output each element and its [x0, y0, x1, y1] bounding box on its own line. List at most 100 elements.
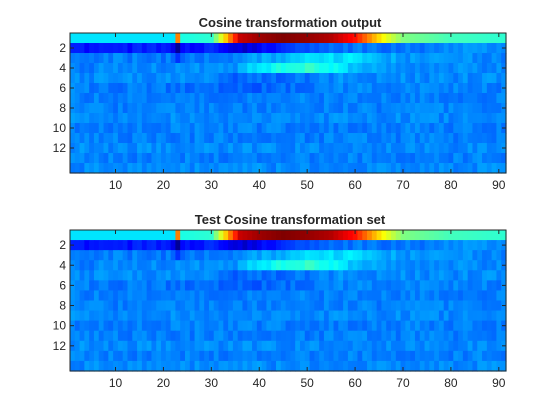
heatmap-cell-bottom-r11-c52 [314, 330, 320, 342]
heatmap-cell-top-r4-c75 [424, 63, 430, 74]
heatmap-cell-top-r2-c70 [400, 43, 406, 54]
heatmap-cell-bottom-r1-c68 [391, 230, 397, 241]
heatmap-cell-bottom-r5-c13 [127, 270, 133, 281]
heatmap-cell-bottom-r4-c38 [247, 260, 253, 271]
heatmap-cell-bottom-r11-c56 [333, 330, 339, 342]
heatmap-cell-bottom-r13-c19 [156, 350, 162, 362]
heatmap-cell-top-r6-c43 [271, 83, 277, 94]
heatmap-cell-bottom-r9-c91 [501, 310, 507, 322]
heatmap-cell-top-r4-c71 [405, 63, 411, 74]
heatmap-cell-top-r9-c14 [132, 113, 138, 124]
heatmap-cell-top-r14-c55 [328, 163, 335, 174]
heatmap-cell-bottom-r4-c31 [213, 260, 220, 271]
heatmap-cell-top-r12-c60 [352, 143, 359, 154]
heatmap-cell-bottom-r8-c30 [208, 300, 215, 312]
heatmap-cell-top-r5-c17 [146, 73, 153, 84]
heatmap-cell-top-r1-c32 [218, 33, 224, 44]
heatmap-cell-bottom-r7-c55 [328, 290, 335, 302]
heatmap-cell-bottom-r9-c2 [74, 310, 81, 322]
heatmap-cell-top-r5-c74 [419, 73, 426, 84]
heatmap-cell-top-r8-c77 [434, 103, 440, 114]
heatmap-cell-top-r9-c77 [434, 113, 440, 124]
heatmap-cell-bottom-r4-c88 [486, 260, 493, 271]
heatmap-cell-bottom-r12-c10 [113, 340, 119, 352]
heatmap-cell-bottom-r14-c39 [252, 360, 258, 372]
heatmap-cell-bottom-r3-c60 [352, 250, 359, 261]
heatmap-cell-top-r12-c45 [280, 143, 287, 154]
heatmap-cell-top-r11-c59 [347, 133, 354, 144]
heatmap-cell-top-r6-c51 [309, 83, 315, 94]
heatmap-cell-bottom-r10-c75 [424, 320, 430, 332]
heatmap-cell-top-r5-c41 [261, 73, 268, 84]
heatmap-cell-bottom-r3-c59 [347, 250, 354, 261]
heatmap-cell-top-r7-c51 [309, 93, 315, 104]
heatmap-cell-top-r7-c40 [256, 93, 263, 104]
heatmap-cell-top-r1-c80 [448, 33, 454, 44]
heatmap-cell-bottom-r7-c50 [304, 290, 311, 302]
heatmap-cell-bottom-r3-c12 [122, 250, 129, 261]
heatmap-cell-top-r2-c74 [419, 43, 426, 54]
heatmap-cell-bottom-r2-c59 [347, 240, 354, 251]
heatmap-cell-bottom-r13-c37 [242, 350, 248, 362]
heatmap-cell-bottom-r11-c12 [122, 330, 129, 342]
heatmap-cell-top-r11-c58 [343, 133, 349, 144]
heatmap-cell-top-r8-c88 [486, 103, 493, 114]
heatmap-cell-top-r8-c30 [208, 103, 215, 114]
heatmap-cell-top-r7-c63 [367, 93, 373, 104]
heatmap-cell-top-r6-c67 [386, 83, 392, 94]
heatmap-cell-top-r3-c64 [371, 53, 378, 64]
heatmap-cell-bottom-r10-c90 [496, 320, 502, 332]
heatmap-cell-bottom-r2-c82 [458, 240, 464, 251]
heatmap-cell-bottom-r14-c27 [194, 360, 200, 372]
heatmap-cell-bottom-r10-c5 [89, 320, 95, 332]
heatmap-cell-bottom-r11-c68 [391, 330, 397, 342]
heatmap-cell-top-r3-c69 [395, 53, 402, 64]
heatmap-cell-top-r2-c68 [391, 43, 397, 54]
heatmap-cell-top-r4-c19 [156, 63, 162, 74]
heatmap-cell-bottom-r2-c24 [180, 240, 186, 251]
heatmap-cell-top-r6-c9 [108, 83, 114, 94]
heatmap-cell-top-r1-c12 [122, 33, 129, 44]
heatmap-cell-bottom-r9-c31 [213, 310, 220, 322]
heatmap-cell-top-r8-c50 [304, 103, 311, 114]
heatmap-cell-top-r1-c78 [438, 33, 445, 44]
heatmap-cell-top-r3-c2 [74, 53, 81, 64]
heatmap-cell-bottom-r1-c35 [232, 230, 239, 241]
heatmap-cell-bottom-r3-c33 [223, 250, 229, 261]
heatmap-cell-bottom-r11-c83 [462, 330, 469, 342]
heatmap-cell-bottom-r2-c44 [276, 240, 282, 251]
heatmap-cell-bottom-r12-c79 [443, 340, 450, 352]
heatmap-cell-bottom-r5-c77 [434, 270, 440, 281]
heatmap-cell-top-r13-c40 [256, 153, 263, 164]
heatmap-cell-top-r13-c42 [266, 153, 272, 164]
heatmap-cell-bottom-r13-c57 [338, 350, 344, 362]
heatmap-cell-top-r12-c29 [204, 143, 210, 154]
heatmap-cell-bottom-r11-c7 [98, 330, 105, 342]
heatmap-cell-bottom-r13-c88 [486, 350, 493, 362]
heatmap-cell-top-r14-c87 [482, 163, 488, 174]
heatmap-cell-top-r2-c32 [218, 43, 224, 54]
heatmap-cell-bottom-r5-c60 [352, 270, 359, 281]
heatmap-cell-bottom-r13-c51 [309, 350, 315, 362]
heatmap-cell-top-r8-c68 [391, 103, 397, 114]
heatmap-cell-bottom-r5-c89 [491, 270, 498, 281]
heatmap-cell-bottom-r7-c27 [194, 290, 200, 302]
heatmap-cell-bottom-r1-c81 [453, 230, 459, 241]
heatmap-cell-top-r9-c47 [290, 113, 296, 124]
heatmap-cell-bottom-r4-c58 [343, 260, 349, 271]
heatmap-cell-top-r11-c91 [501, 133, 507, 144]
heatmap-cell-top-r8-c61 [357, 103, 363, 114]
heatmap-cell-top-r13-c54 [323, 153, 330, 164]
heatmap-cell-top-r4-c51 [309, 63, 315, 74]
heatmap-cell-bottom-r12-c7 [98, 340, 105, 352]
heatmap-cell-top-r4-c68 [391, 63, 397, 74]
heatmap-cell-bottom-r4-c5 [89, 260, 95, 271]
heatmap-cell-bottom-r7-c65 [376, 290, 383, 302]
heatmap-cell-top-r2-c19 [156, 43, 162, 54]
heatmap-cell-bottom-r5-c40 [256, 270, 263, 281]
heatmap-cell-bottom-r9-c40 [256, 310, 263, 322]
heatmap-cell-bottom-r13-c59 [347, 350, 354, 362]
heatmap-cell-bottom-r1-c88 [486, 230, 493, 241]
heatmap-cell-top-r12-c51 [309, 143, 315, 154]
